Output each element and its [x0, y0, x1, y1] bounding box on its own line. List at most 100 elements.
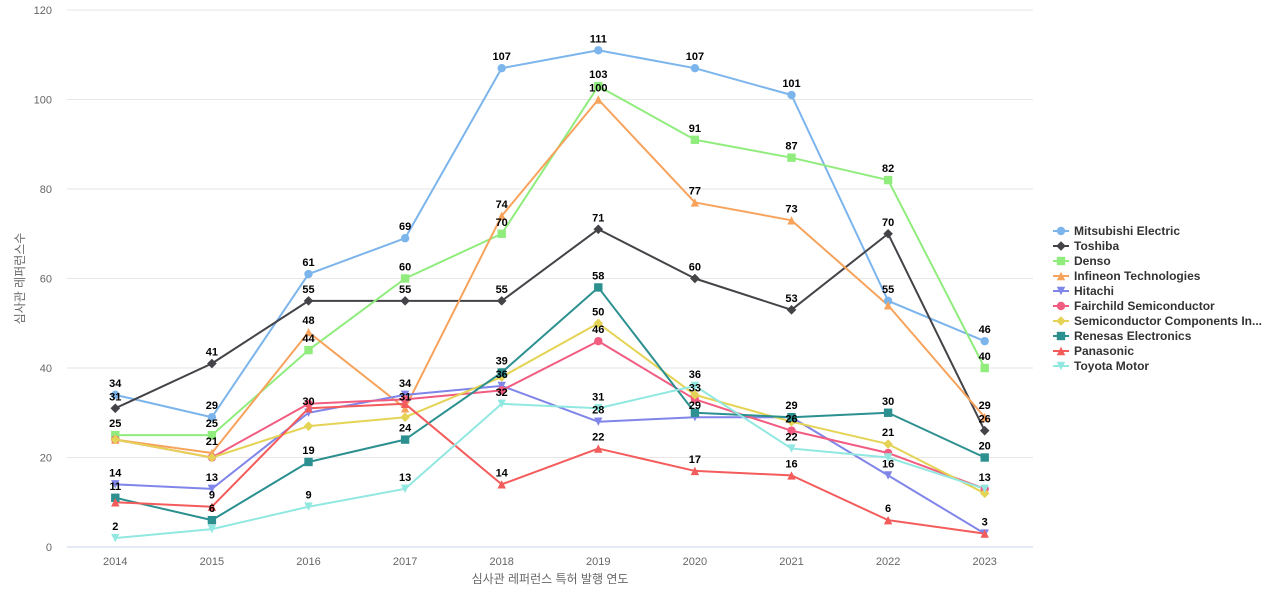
- data-label: 31: [109, 391, 121, 403]
- data-label: 107: [686, 51, 704, 63]
- data-label: 16: [785, 458, 797, 470]
- legend-item[interactable]: Mitsubishi Electric: [1053, 224, 1180, 238]
- data-point-marker: [303, 421, 314, 431]
- data-point-marker: [1056, 226, 1066, 236]
- data-point-marker: [787, 216, 796, 225]
- legend-item[interactable]: Toyota Motor: [1053, 359, 1149, 373]
- data-point-marker: [304, 345, 313, 355]
- legend-item[interactable]: Panasonic: [1053, 344, 1134, 358]
- data-point-marker: [497, 399, 506, 408]
- legend-item[interactable]: Toshiba: [1053, 239, 1119, 253]
- legend-item[interactable]: Denso: [1053, 254, 1111, 268]
- legend-item[interactable]: Hitachi: [1053, 284, 1114, 298]
- legend-item[interactable]: Infineon Technologies: [1053, 269, 1201, 283]
- data-point-marker: [400, 395, 410, 404]
- series-line: [115, 384, 986, 535]
- data-point-marker: [883, 439, 893, 449]
- data-label: 25: [109, 418, 121, 430]
- data-point-marker: [1056, 301, 1066, 311]
- data-label: 40: [979, 351, 991, 363]
- data-point-marker: [980, 363, 989, 373]
- data-label: 36: [496, 369, 508, 381]
- data-point-marker: [400, 274, 410, 283]
- data-point-marker: [690, 63, 700, 73]
- data-label: 107: [493, 51, 511, 63]
- data-point-marker: [207, 502, 217, 511]
- data-label: 13: [979, 472, 991, 484]
- data-label: 14: [496, 467, 509, 479]
- data-label: 71: [592, 212, 604, 224]
- legend-item[interactable]: Fairchild Semiconductor: [1053, 299, 1215, 313]
- data-label: 29: [689, 400, 701, 412]
- data-label: 48: [302, 315, 314, 327]
- data-point-marker: [594, 444, 603, 453]
- x-tick-label: 2020: [683, 556, 707, 568]
- x-tick-label: 2016: [296, 556, 320, 568]
- data-point-marker: [980, 529, 989, 538]
- data-label: 46: [592, 324, 604, 336]
- data-point-marker: [690, 466, 700, 476]
- x-axis-title: 심사관 레퍼런스 특허 발행 연도: [472, 571, 629, 586]
- legend-label: Infineon Technologies: [1074, 269, 1201, 283]
- legend-item[interactable]: Semiconductor Components In...: [1053, 314, 1262, 328]
- data-point-marker: [111, 493, 120, 502]
- data-point-marker: [304, 269, 313, 279]
- data-label: 55: [496, 284, 508, 296]
- data-point-marker: [207, 430, 217, 440]
- data-point-marker: [883, 408, 893, 417]
- data-point-marker: [980, 336, 989, 346]
- data-point-marker: [207, 484, 217, 494]
- data-point-marker: [787, 471, 796, 480]
- data-point-marker: [1056, 316, 1066, 326]
- y-tick-label: 0: [46, 542, 52, 554]
- y-tick-label: 100: [34, 95, 52, 107]
- data-point-marker: [497, 386, 506, 395]
- data-point-marker: [690, 408, 700, 417]
- data-label: 60: [399, 262, 411, 274]
- data-point-marker: [883, 175, 893, 185]
- legend-label: Renesas Electronics: [1074, 329, 1192, 343]
- data-label: 111: [590, 33, 607, 45]
- data-point-marker: [111, 480, 120, 489]
- data-point-marker: [593, 318, 604, 329]
- data-label: 2: [112, 521, 118, 533]
- data-point-marker: [883, 296, 893, 306]
- data-point-marker: [400, 412, 410, 423]
- data-label: 26: [979, 414, 991, 426]
- data-label: 14: [109, 467, 122, 479]
- data-label: 11: [109, 481, 121, 493]
- data-point-marker: [594, 417, 603, 426]
- x-tick-label: 2019: [586, 556, 610, 568]
- data-label: 46: [979, 324, 991, 336]
- data-point-marker: [304, 399, 313, 408]
- series-line: [115, 98, 986, 455]
- data-label: 26: [785, 414, 797, 426]
- data-label: 29: [979, 400, 991, 412]
- data-point-marker: [497, 63, 506, 73]
- x-axis-ticks: 2014 2015 2016 2017 2018 2019 2020 2021 2022 2023: [103, 556, 997, 568]
- data-point-marker: [593, 224, 604, 235]
- grid-lines: [67, 9, 1033, 458]
- data-label: 39: [496, 355, 508, 367]
- data-label: 34: [109, 378, 122, 390]
- data-point-marker: [594, 95, 603, 104]
- data-point-marker: [497, 368, 506, 377]
- legend-label: Fairchild Semiconductor: [1074, 299, 1215, 313]
- data-point-marker: [400, 484, 410, 494]
- data-label: 31: [592, 391, 604, 403]
- data-label: 13: [399, 472, 411, 484]
- data-label: 19: [302, 445, 314, 457]
- data-label: 30: [302, 396, 314, 408]
- data-point-marker: [883, 515, 893, 525]
- data-label: 21: [882, 427, 894, 439]
- data-label: 58: [592, 270, 604, 282]
- data-label: 28: [592, 405, 604, 417]
- data-point-marker: [496, 372, 507, 382]
- data-point-marker: [304, 404, 313, 413]
- data-label: 13: [206, 472, 218, 484]
- legend-item[interactable]: Renesas Electronics: [1053, 329, 1192, 343]
- data-point-marker: [690, 135, 700, 144]
- data-label: 73: [785, 203, 797, 215]
- data-label: 74: [496, 199, 509, 211]
- data-point-marker: [207, 452, 217, 463]
